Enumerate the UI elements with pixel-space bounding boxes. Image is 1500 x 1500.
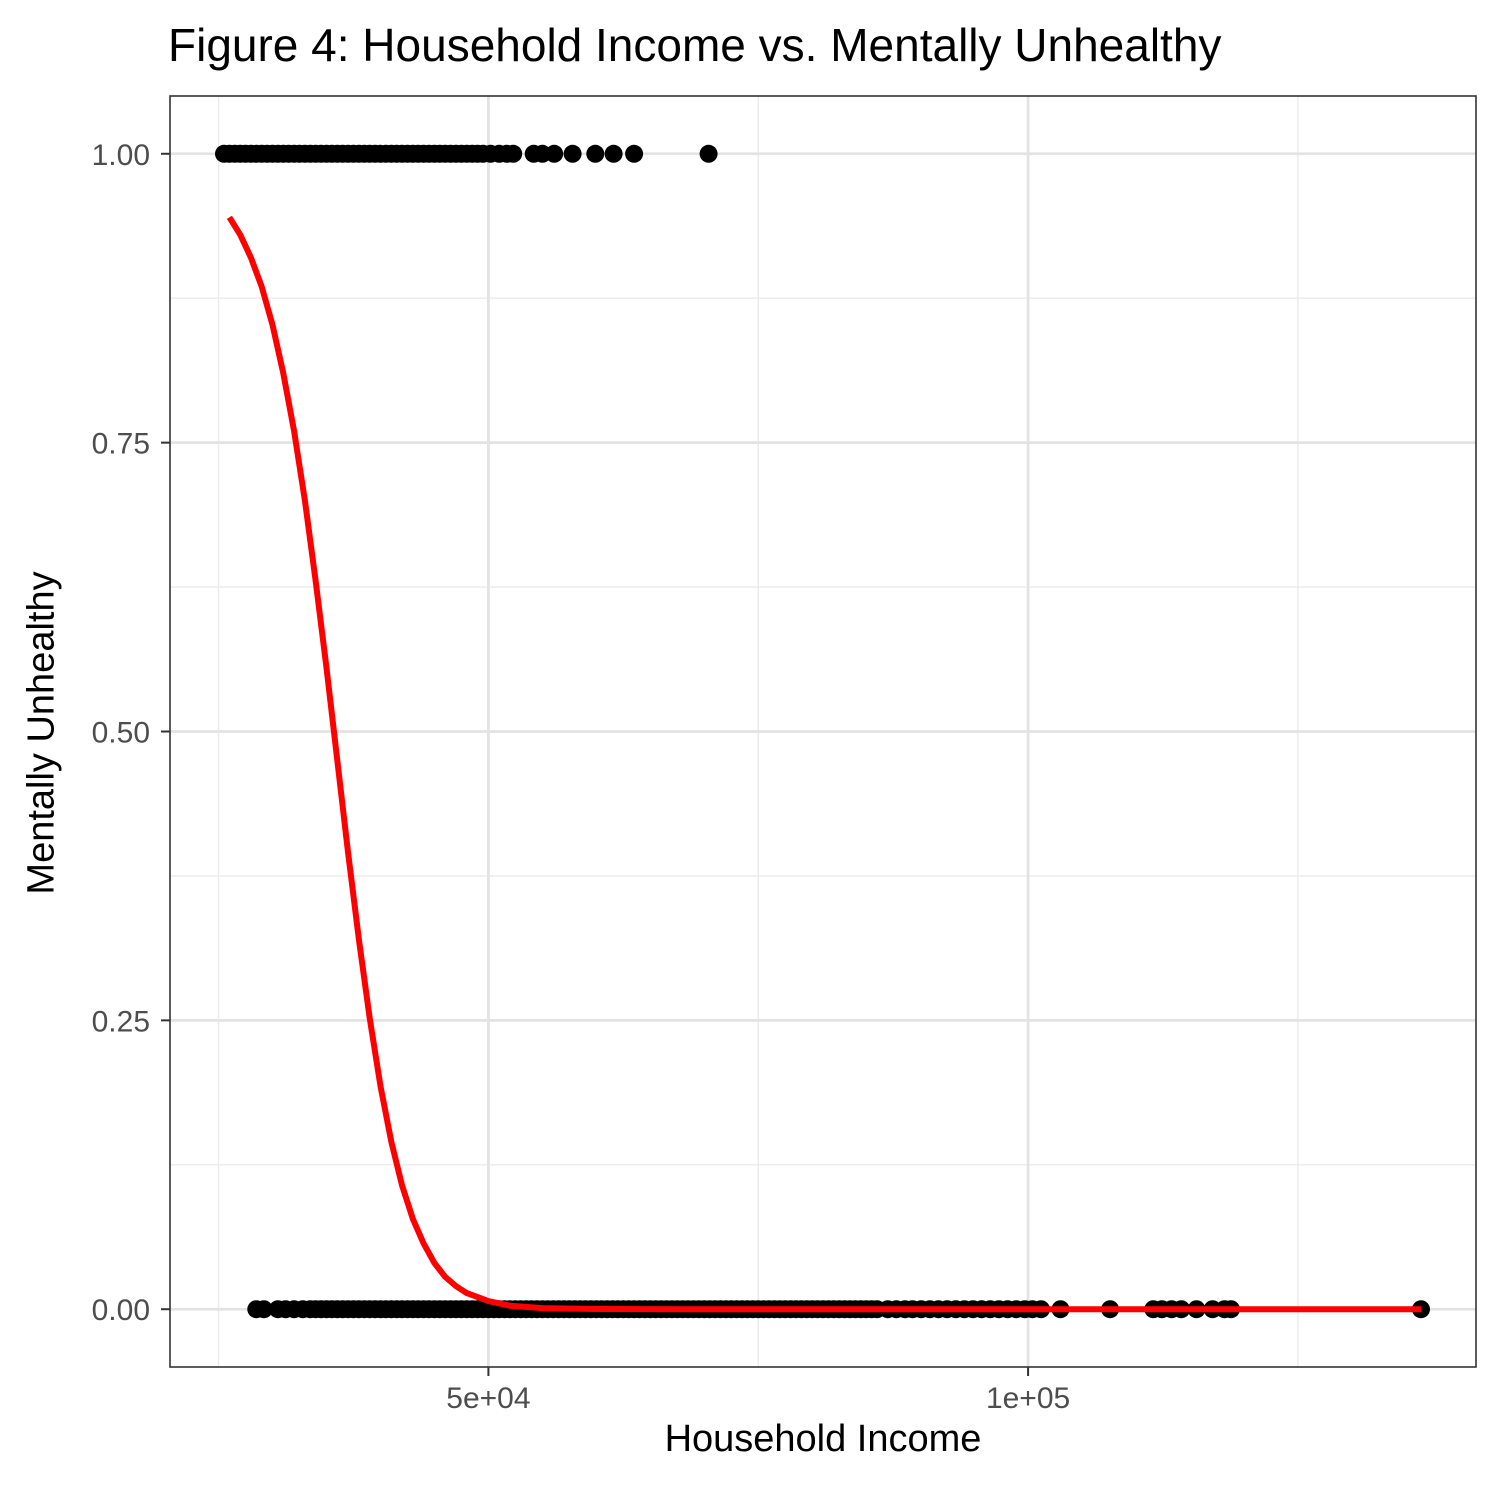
y-tick-label: 1.00 [92,139,150,172]
data-point [563,144,582,163]
chart-title: Figure 4: Household Income vs. Mentally … [168,19,1222,71]
y-tick-label: 0.50 [92,717,150,750]
major-gridlines [170,96,1476,1367]
y-tick-label: 0.75 [92,428,150,461]
x-axis-label: Household Income [664,1418,982,1460]
data-points [215,144,1430,1319]
data-point [254,1300,273,1319]
axis-ticks: 0.00 0.25 0.50 0.75 1.00 5e+04 1e+05 [92,139,1071,1415]
data-point [699,144,718,163]
y-tick-label: 0.00 [92,1294,150,1327]
data-point [625,144,644,163]
data-point [586,144,605,163]
fitted-curve [226,215,1421,1313]
x-tick-label: 1e+05 [986,1382,1070,1415]
data-point [504,144,523,163]
fit-line [226,215,1421,1313]
x-tick-label: 5e+04 [446,1382,530,1415]
data-point [545,144,564,163]
y-tick-label: 0.25 [92,1005,150,1038]
data-point [604,144,623,163]
